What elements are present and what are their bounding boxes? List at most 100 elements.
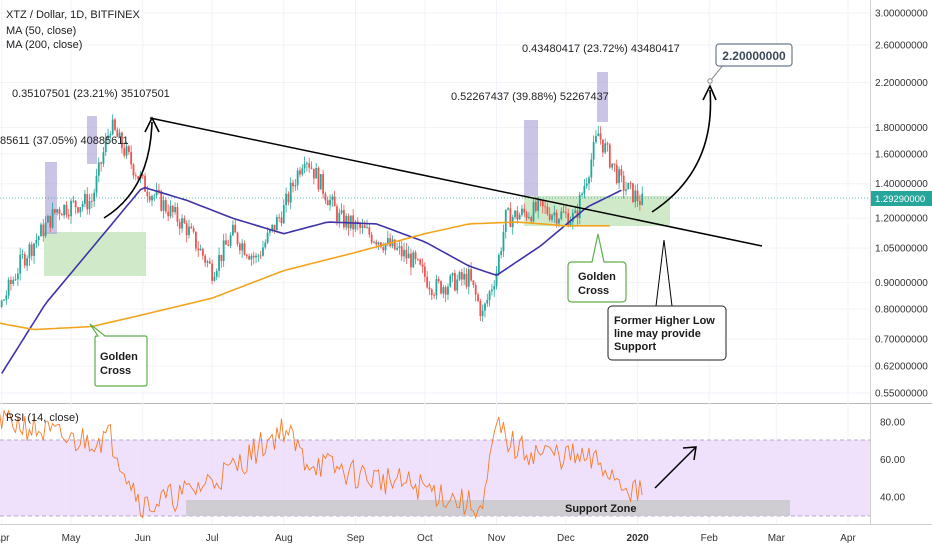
candle-body bbox=[308, 163, 311, 168]
candle-body bbox=[481, 310, 484, 316]
descending-trendline bbox=[149, 117, 763, 247]
time-tick-label: Aug bbox=[275, 533, 293, 544]
candle-body bbox=[484, 303, 486, 311]
candle-body bbox=[243, 243, 246, 255]
golden-cross-callout-1[interactable] bbox=[89, 323, 148, 387]
moving-averages bbox=[0, 186, 622, 374]
former-hl-line3: Support bbox=[614, 341, 656, 353]
candle-body bbox=[486, 299, 489, 304]
symbol-title[interactable]: XTZ / Dollar, 1D, BITFINEX bbox=[6, 9, 140, 21]
candle-body bbox=[393, 239, 396, 250]
candle-body bbox=[306, 163, 308, 165]
current-price-badge bbox=[871, 191, 932, 206]
candle-body bbox=[72, 200, 75, 202]
candle-body bbox=[255, 255, 257, 258]
candle-body bbox=[266, 232, 269, 243]
candle-body bbox=[454, 273, 456, 291]
rsi-axis[interactable]: 80.00 60.00 40.00 bbox=[880, 418, 905, 504]
candle-body bbox=[479, 301, 482, 316]
price-tick-label: 0.90000000 bbox=[875, 278, 928, 289]
time-tick-label: Apr bbox=[0, 533, 10, 544]
former-hl-line1: Former Higher Low bbox=[614, 315, 715, 327]
candle-body bbox=[384, 243, 387, 251]
candle-body bbox=[544, 206, 546, 208]
price-tick-label: 0.55000000 bbox=[875, 389, 928, 400]
candle-body bbox=[333, 196, 336, 207]
candle-body bbox=[114, 119, 116, 130]
arrow-curve-right bbox=[651, 89, 712, 213]
candle-body bbox=[252, 255, 255, 258]
candle-body bbox=[53, 209, 56, 213]
candle-body bbox=[227, 244, 230, 246]
candle-body bbox=[109, 134, 112, 136]
former-hl-box[interactable] bbox=[607, 305, 727, 361]
candle-body bbox=[215, 270, 218, 277]
candle-body bbox=[220, 254, 223, 261]
candle-body bbox=[312, 168, 315, 179]
candle-body bbox=[592, 142, 595, 160]
time-axis[interactable]: Apr May Jun Jul Aug Sep Oct Nov Dec 2020 Feb Mar Apr bbox=[0, 533, 856, 544]
candle-body bbox=[403, 249, 405, 257]
price-tick-label: 1.40000000 bbox=[875, 179, 928, 190]
rsi-legend[interactable]: RSI (14, close) bbox=[6, 412, 79, 424]
former-hl-line2: line may provide bbox=[614, 328, 701, 340]
candle-body bbox=[389, 238, 392, 247]
candle-body bbox=[160, 191, 163, 211]
candle-body bbox=[162, 200, 165, 211]
candle-body bbox=[123, 148, 126, 156]
candle-body bbox=[578, 194, 581, 218]
support-zone-label: Support Zone bbox=[565, 503, 637, 515]
candle-body bbox=[373, 241, 375, 243]
candle-body bbox=[548, 213, 551, 220]
candle-body bbox=[273, 224, 276, 231]
candles bbox=[0, 114, 644, 322]
candle-body bbox=[63, 204, 66, 216]
candle-body bbox=[60, 214, 63, 216]
move4-label: 0.43480417 (23.72%) 43480417 bbox=[522, 43, 680, 55]
candle-body bbox=[583, 185, 586, 194]
candle-body bbox=[188, 226, 190, 236]
candle-body bbox=[169, 205, 172, 217]
candle-body bbox=[500, 251, 503, 256]
ma50-line bbox=[1, 186, 622, 374]
candle-body bbox=[77, 207, 79, 213]
candle-body bbox=[588, 177, 590, 184]
ma200-legend[interactable]: MA (200, close) bbox=[6, 39, 83, 51]
candle-body bbox=[509, 208, 512, 228]
candle-body bbox=[199, 248, 202, 251]
target-box[interactable] bbox=[715, 43, 793, 67]
candle-body bbox=[449, 275, 452, 287]
candle-body bbox=[49, 215, 52, 228]
candle-body bbox=[100, 162, 103, 164]
candle-body bbox=[497, 255, 500, 273]
candle-body bbox=[23, 254, 26, 266]
candle-body bbox=[16, 273, 19, 280]
candle-body bbox=[634, 190, 637, 203]
candle-body bbox=[197, 248, 200, 251]
price-axis[interactable]: 3.00000000 2.60000000 2.20000000 1.80000000… bbox=[875, 9, 928, 400]
candle-body bbox=[426, 276, 429, 288]
candle-body bbox=[102, 152, 105, 164]
golden-cross-callout-2[interactable] bbox=[567, 233, 627, 303]
candle-body bbox=[359, 223, 361, 228]
candle-body bbox=[37, 236, 40, 240]
candle-body bbox=[560, 211, 563, 220]
arrow-head-left bbox=[144, 116, 160, 133]
price-tick-label: 1.80000000 bbox=[875, 123, 928, 134]
candle-body bbox=[285, 193, 288, 206]
green-zone-left bbox=[44, 232, 146, 276]
candle-body bbox=[86, 194, 89, 210]
candle-body bbox=[419, 259, 422, 265]
move2-label: 0.35107501 (23.21%) 35107501 bbox=[12, 88, 170, 100]
candle-body bbox=[569, 221, 572, 227]
candle-body bbox=[368, 227, 371, 235]
candle-body bbox=[507, 208, 509, 210]
time-tick-label: May bbox=[62, 533, 81, 544]
time-tick-label: Jun bbox=[135, 533, 151, 544]
candle-body bbox=[625, 189, 627, 191]
candle-body bbox=[181, 218, 183, 229]
candle-body bbox=[532, 201, 535, 222]
rsi-tick-label: 40.00 bbox=[880, 493, 905, 504]
ma50-legend[interactable]: MA (50, close) bbox=[6, 25, 77, 37]
